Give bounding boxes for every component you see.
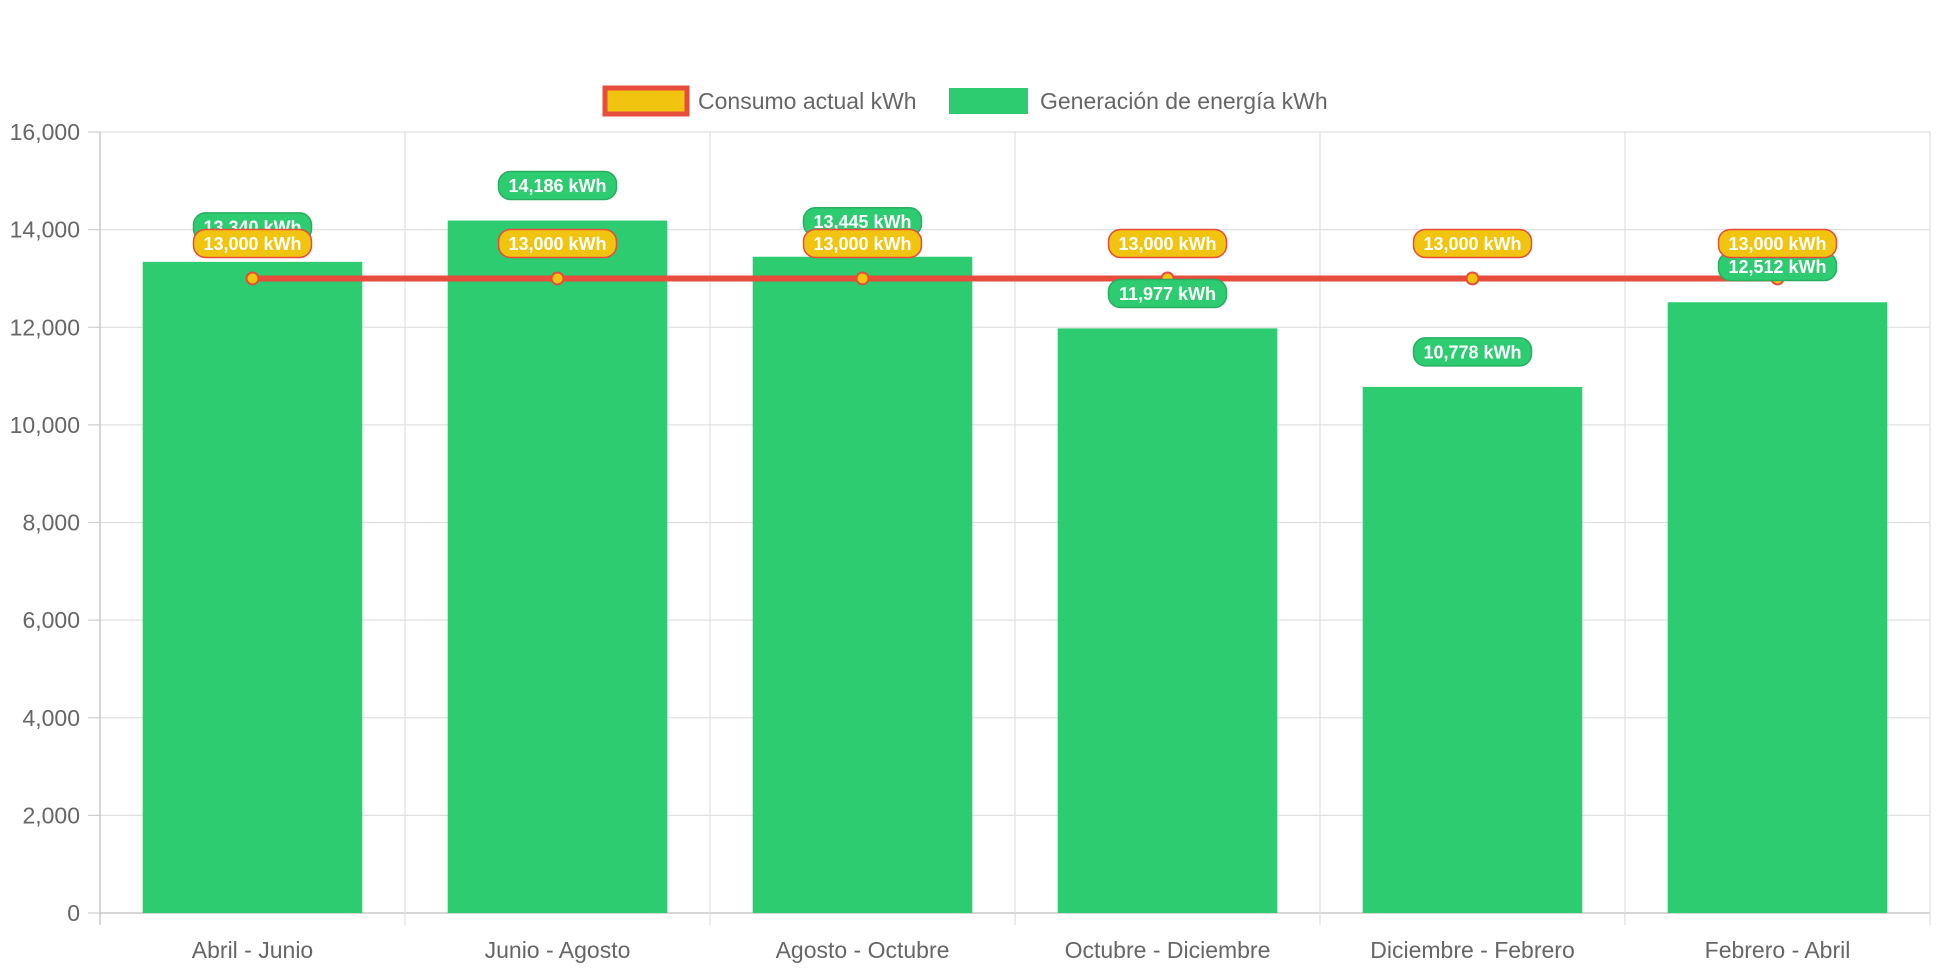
- legend-item-consumo[interactable]: Consumo actual kWh: [602, 85, 917, 117]
- legend-label-consumo: Consumo actual kWh: [698, 88, 917, 114]
- bar-generacion-abril-junio[interactable]: [142, 261, 363, 913]
- data-label-consumo-octubre-diciembre-text: 13,000 kWh: [1118, 234, 1216, 254]
- bar-generacion-agosto-octubre[interactable]: [752, 256, 973, 913]
- y-tick-label: 16,000: [10, 119, 80, 145]
- grid: [99, 131, 1931, 925]
- point-consumo-diciembre-febrero[interactable]: [1465, 271, 1480, 286]
- point-consumo-junio-agosto[interactable]: [550, 271, 565, 286]
- legend-swatch-generacion: [949, 88, 1028, 114]
- data-label-consumo-junio-agosto-box: [497, 228, 618, 259]
- data-label-generacion-junio-agosto-box: [497, 170, 618, 201]
- data-label-generacion-octubre-diciembre-text: 11,977 kWh: [1119, 284, 1216, 304]
- bar-generacion-febrero-abril[interactable]: [1667, 302, 1888, 913]
- data-label-consumo-abril-junio-box: [192, 228, 313, 259]
- x-tick-label: Febrero - Abril: [1705, 937, 1851, 963]
- x-tick-label: Diciembre - Febrero: [1370, 937, 1575, 963]
- y-tick-label: 12,000: [10, 314, 80, 340]
- data-label-generacion-octubre-diciembre-box: [1107, 278, 1228, 309]
- data-label-generacion-agosto-octubre-text: 13,445 kWh: [813, 212, 911, 232]
- bar-generacion-junio-agosto[interactable]: [447, 220, 668, 913]
- data-label-consumo-diciembre-febrero-text: 13,000 kWh: [1423, 234, 1521, 254]
- data-label-consumo-diciembre-febrero-box: [1412, 228, 1533, 259]
- data-label-consumo-febrero-abril-text: 13,000 kWh: [1728, 234, 1826, 254]
- point-consumo-abril-junio[interactable]: [245, 271, 260, 286]
- data-label-generacion-junio-agosto: 14,186 kWh: [497, 170, 618, 201]
- y-tick-label: 6,000: [22, 607, 80, 633]
- data-label-consumo-abril-junio: 13,000 kWh: [192, 228, 313, 259]
- data-label-generacion-diciembre-febrero-text: 10,778 kWh: [1423, 342, 1521, 362]
- bar-series: [142, 220, 1888, 913]
- x-tick-label: Octubre - Diciembre: [1065, 937, 1271, 963]
- data-label-consumo-junio-agosto-text: 13,000 kWh: [508, 234, 606, 254]
- bar-generacion-octubre-diciembre[interactable]: [1057, 328, 1278, 913]
- data-label-generacion-junio-agosto-text: 14,186 kWh: [508, 176, 606, 196]
- legend-swatch-consumo: [602, 85, 690, 117]
- data-label-consumo-abril-junio-text: 13,000 kWh: [203, 234, 301, 254]
- data-label-consumo-octubre-diciembre: 13,000 kWh: [1107, 228, 1228, 259]
- data-label-generacion-diciembre-febrero-box: [1412, 337, 1533, 367]
- legend-item-generacion[interactable]: Generación de energía kWh: [949, 88, 1328, 114]
- data-label-generacion-diciembre-febrero: 10,778 kWh: [1412, 337, 1533, 367]
- data-label-generacion-octubre-diciembre: 11,977 kWh: [1107, 278, 1228, 309]
- line-series: [245, 271, 1785, 286]
- y-tick-label: 8,000: [22, 510, 80, 536]
- y-tick-label: 2,000: [22, 802, 80, 828]
- x-axis: Abril - Junio Junio - Agosto Agosto - Octu…: [192, 937, 1851, 963]
- y-tick-label: 10,000: [10, 412, 80, 438]
- x-tick-label: Agosto - Octubre: [776, 937, 950, 963]
- data-label-generacion-febrero-abril: 12,512 kWh: [1717, 251, 1838, 282]
- data-label-consumo-agosto-octubre-text: 13,000 kWh: [813, 234, 911, 254]
- x-tick-label: Abril - Junio: [192, 937, 313, 963]
- x-tick-label: Junio - Agosto: [485, 937, 631, 963]
- data-label-consumo-agosto-octubre-box: [802, 228, 923, 259]
- y-tick-label: 4,000: [22, 705, 80, 731]
- data-label-consumo-octubre-diciembre-box: [1107, 228, 1228, 259]
- y-tick-label: 14,000: [10, 217, 80, 243]
- bar-generacion-diciembre-febrero[interactable]: [1362, 386, 1583, 913]
- y-tick-label: 0: [67, 900, 80, 926]
- legend-label-generacion: Generación de energía kWh: [1040, 88, 1328, 114]
- data-label-consumo-febrero-abril-box: [1717, 228, 1838, 259]
- data-label-consumo-febrero-abril: 13,000 kWh: [1717, 228, 1838, 259]
- y-axis: 0 2,000 4,000 6,000 8,000 10,000 12,000 14,000 1…: [10, 119, 100, 926]
- data-label-generacion-febrero-abril-text: 12,512 kWh: [1728, 257, 1826, 277]
- data-label-consumo-junio-agosto: 13,000 kWh: [497, 228, 618, 259]
- data-label-consumo-diciembre-febrero: 13,000 kWh: [1412, 228, 1533, 259]
- data-label-consumo-agosto-octubre: 13,000 kWh: [802, 228, 923, 259]
- legend[interactable]: Consumo actual kWh Generación de energía…: [602, 85, 1328, 117]
- point-consumo-agosto-octubre[interactable]: [855, 271, 870, 286]
